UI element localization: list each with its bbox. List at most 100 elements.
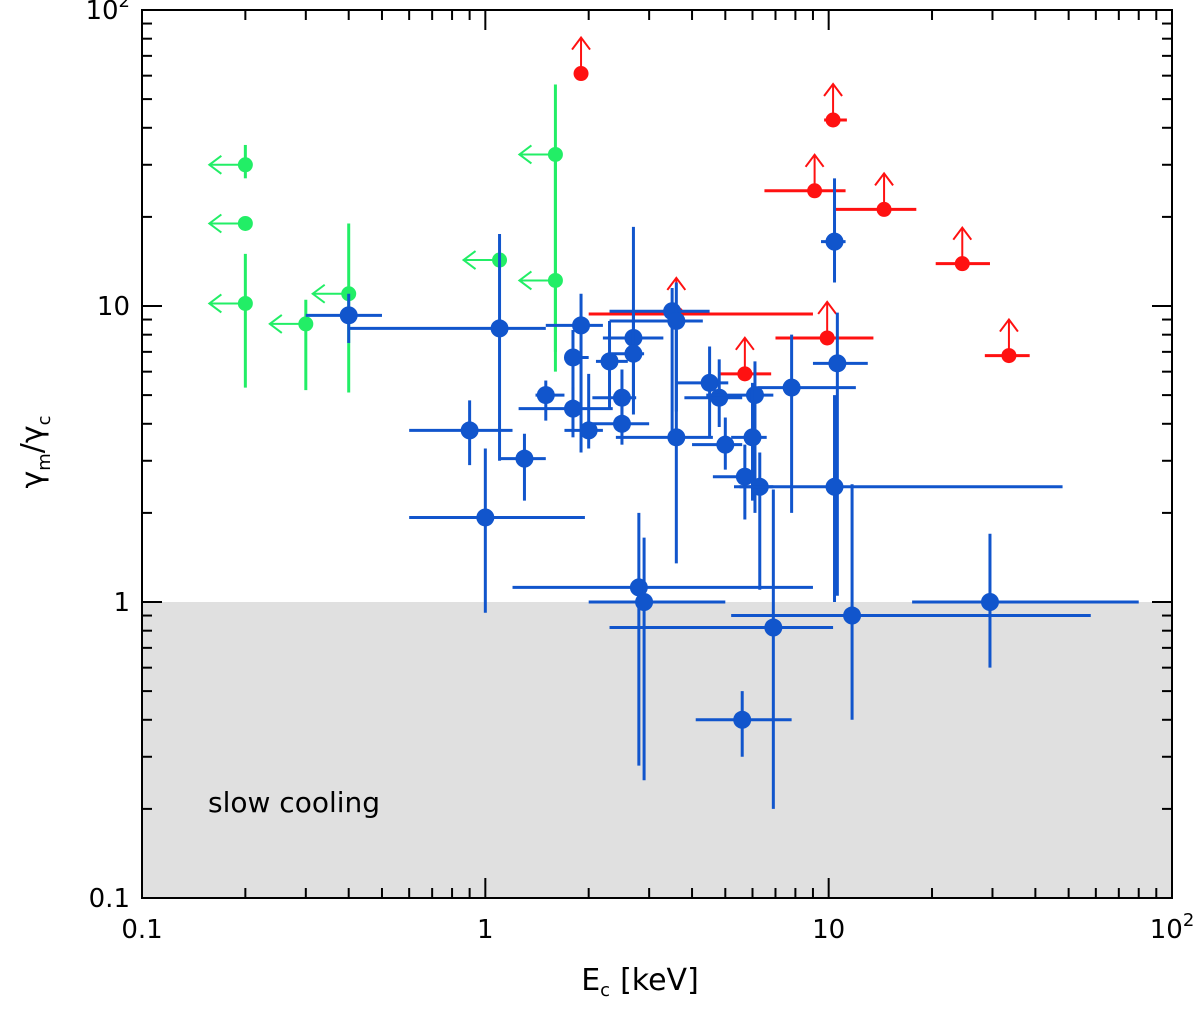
data-marker — [563, 348, 582, 367]
data-marker — [515, 449, 534, 468]
data-point — [739, 395, 1063, 602]
limit-arrow-head — [517, 270, 533, 291]
y-tick-label: 102 — [85, 0, 130, 26]
data-marker — [612, 414, 631, 433]
data-point — [499, 433, 546, 501]
limit-arrow-head — [571, 35, 591, 51]
data-point — [517, 160, 563, 352]
data-marker — [563, 399, 582, 418]
data-point — [588, 276, 813, 322]
data-point — [409, 448, 585, 613]
data-marker — [745, 386, 764, 405]
data-point — [207, 253, 253, 388]
data-point — [764, 153, 846, 199]
data-marker — [764, 618, 783, 637]
limit-arrow-head — [874, 171, 894, 187]
data-point — [595, 320, 628, 409]
limit-arrow-head — [735, 336, 755, 351]
data-point — [207, 213, 253, 234]
data-marker — [700, 373, 719, 392]
data-marker — [624, 344, 643, 363]
data-point — [823, 82, 847, 128]
y-axis-title: γm/γc — [15, 415, 55, 488]
limit-arrow-head — [823, 82, 843, 97]
data-point — [615, 329, 713, 564]
data-point — [563, 329, 589, 391]
limit-arrow-head — [268, 314, 283, 334]
plot-frame — [141, 9, 1173, 899]
data-point — [835, 171, 917, 217]
data-marker — [825, 112, 841, 128]
data-point — [731, 382, 767, 501]
data-marker — [733, 710, 752, 729]
data-point — [564, 373, 603, 449]
data-point — [207, 144, 253, 179]
data-marker — [635, 593, 654, 611]
data-marker — [735, 467, 754, 486]
data-marker — [710, 388, 729, 407]
data-point — [912, 533, 1139, 668]
data-point — [935, 226, 990, 272]
data-point — [712, 444, 754, 520]
data-marker — [547, 272, 563, 288]
x-axis-title: Ec [keV] — [581, 963, 699, 1001]
data-marker — [600, 352, 619, 371]
data-marker — [476, 508, 495, 527]
data-marker — [536, 386, 555, 405]
data-point — [609, 489, 834, 809]
data-marker — [667, 428, 686, 447]
data-marker — [716, 435, 735, 454]
data-marker — [1001, 348, 1017, 364]
limit-arrow-head — [517, 144, 533, 165]
limit-arrow-head — [207, 293, 222, 314]
data-point — [684, 359, 743, 428]
data-point — [821, 178, 846, 283]
data-point — [348, 234, 546, 461]
data-point — [757, 334, 856, 513]
data-marker — [819, 330, 835, 346]
data-marker — [237, 157, 253, 173]
data-marker — [237, 215, 253, 231]
data-marker — [237, 295, 253, 311]
x-tick-label: 102 — [1150, 910, 1195, 945]
x-tick-label: 10 — [812, 915, 845, 945]
data-marker — [572, 316, 591, 335]
data-marker — [828, 354, 847, 373]
data-marker — [579, 421, 598, 440]
data-marker — [460, 421, 479, 440]
data-point — [592, 395, 650, 445]
limit-arrow-head — [952, 226, 973, 241]
data-marker — [743, 428, 762, 447]
limit-arrow-head — [207, 213, 222, 234]
data-marker — [825, 477, 844, 496]
data-point — [588, 537, 726, 781]
data-marker — [980, 593, 999, 611]
limit-arrow-head — [207, 154, 222, 175]
data-marker — [667, 311, 686, 330]
data-marker — [737, 366, 753, 382]
data-point — [535, 380, 565, 421]
limit-arrow-head — [666, 276, 687, 291]
x-tick-label: 1 — [477, 915, 494, 945]
data-point — [692, 417, 743, 470]
data-marker — [825, 232, 844, 251]
data-point — [719, 336, 772, 382]
data-marker — [490, 319, 509, 338]
data-marker — [298, 316, 314, 332]
limit-arrow-head — [817, 300, 837, 315]
limit-arrow-head — [999, 317, 1019, 333]
data-point — [571, 35, 591, 82]
data-point — [695, 691, 792, 757]
y-tick-label: 1 — [113, 588, 130, 618]
x-tick-label: 0.1 — [121, 915, 162, 945]
data-marker — [843, 606, 862, 625]
data-marker — [547, 146, 563, 162]
shaded-region-label: slow cooling — [208, 786, 380, 819]
data-marker — [782, 378, 801, 397]
data-point — [305, 293, 382, 343]
data-marker — [876, 201, 892, 217]
data-marker — [807, 183, 823, 199]
shaded-region — [142, 602, 1172, 898]
data-marker — [954, 256, 970, 272]
